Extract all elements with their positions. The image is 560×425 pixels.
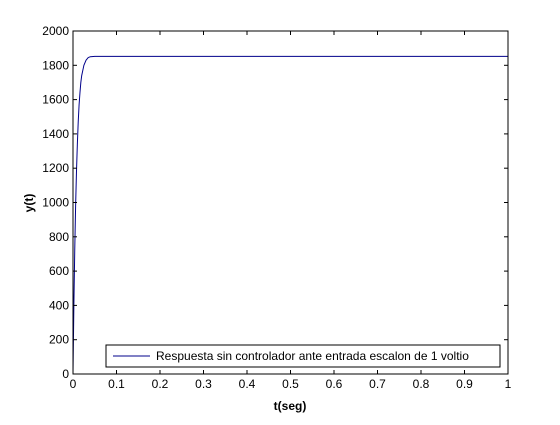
y-tick-label: 800 <box>49 230 69 244</box>
x-tick-label: 0.3 <box>195 377 212 391</box>
x-tick-label: 0 <box>70 377 77 391</box>
y-tick-label: 0 <box>62 367 69 381</box>
legend-label: Respuesta sin controlador ante entrada e… <box>156 349 469 363</box>
x-tick-label: 0.8 <box>413 377 430 391</box>
x-tick-label: 0.4 <box>239 377 256 391</box>
y-tick-label: 1600 <box>42 93 69 107</box>
y-tick-label: 2000 <box>42 24 69 38</box>
y-tick-label: 1000 <box>42 196 69 210</box>
x-tick-label: 0.7 <box>369 377 386 391</box>
y-tick-label: 600 <box>49 264 69 278</box>
x-tick-label: 0.2 <box>152 377 169 391</box>
ticks-layer: 0 0.1 0.2 0.3 0.4 0.5 0.6 0.7 0.8 0.9 1 0 200 400 600 8… <box>42 24 511 391</box>
legend-box <box>105 344 501 368</box>
y-tick-label: 1800 <box>42 58 69 72</box>
axes-box <box>72 30 509 375</box>
x-tick-label: 0.9 <box>456 377 473 391</box>
y-tick-label: 1200 <box>42 161 69 175</box>
x-axis-label: t(seg) <box>274 399 307 413</box>
y-tick-label: 1400 <box>42 127 69 141</box>
y-axis-label: y(t) <box>22 194 36 213</box>
x-tick-label: 1 <box>505 377 512 391</box>
series-line <box>72 55 508 375</box>
y-tick-label: 400 <box>49 298 69 312</box>
x-tick-label: 0.5 <box>282 377 299 391</box>
legend: Respuesta sin controlador ante entrada e… <box>105 344 501 368</box>
series-layer <box>72 55 508 375</box>
x-tick-label: 0.1 <box>108 377 125 391</box>
y-tick-label: 200 <box>49 333 69 347</box>
plot-area <box>73 31 508 374</box>
x-tick-label: 0.6 <box>326 377 343 391</box>
